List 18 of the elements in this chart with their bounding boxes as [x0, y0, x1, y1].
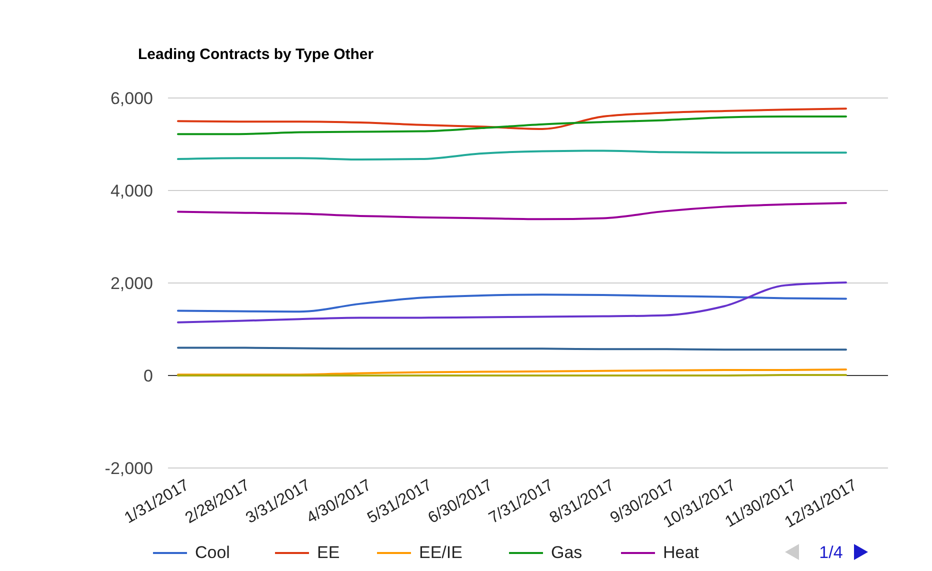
legend-label: EE: [317, 543, 340, 562]
text: 1/4: [819, 543, 843, 562]
line-series: [177, 282, 847, 324]
line-series: [177, 116, 847, 136]
line-series: [177, 108, 847, 130]
y-tick-label: 4,000: [110, 181, 153, 200]
legend-label: Gas: [551, 543, 582, 562]
chart-title: Leading Contracts by Type Other: [138, 46, 374, 63]
legend-label: EE/IE: [419, 543, 462, 562]
line-series: [177, 294, 847, 313]
legend-label: Heat: [663, 543, 700, 562]
line-series: [177, 150, 847, 161]
line-series: [177, 202, 847, 220]
y-tick-label: 6,000: [110, 88, 153, 108]
y-tick-label: 0: [144, 366, 153, 386]
y-tick-label: -2,000: [104, 458, 153, 478]
y-tick-label: 2,000: [110, 274, 153, 293]
legend-label: Cool: [195, 543, 230, 562]
